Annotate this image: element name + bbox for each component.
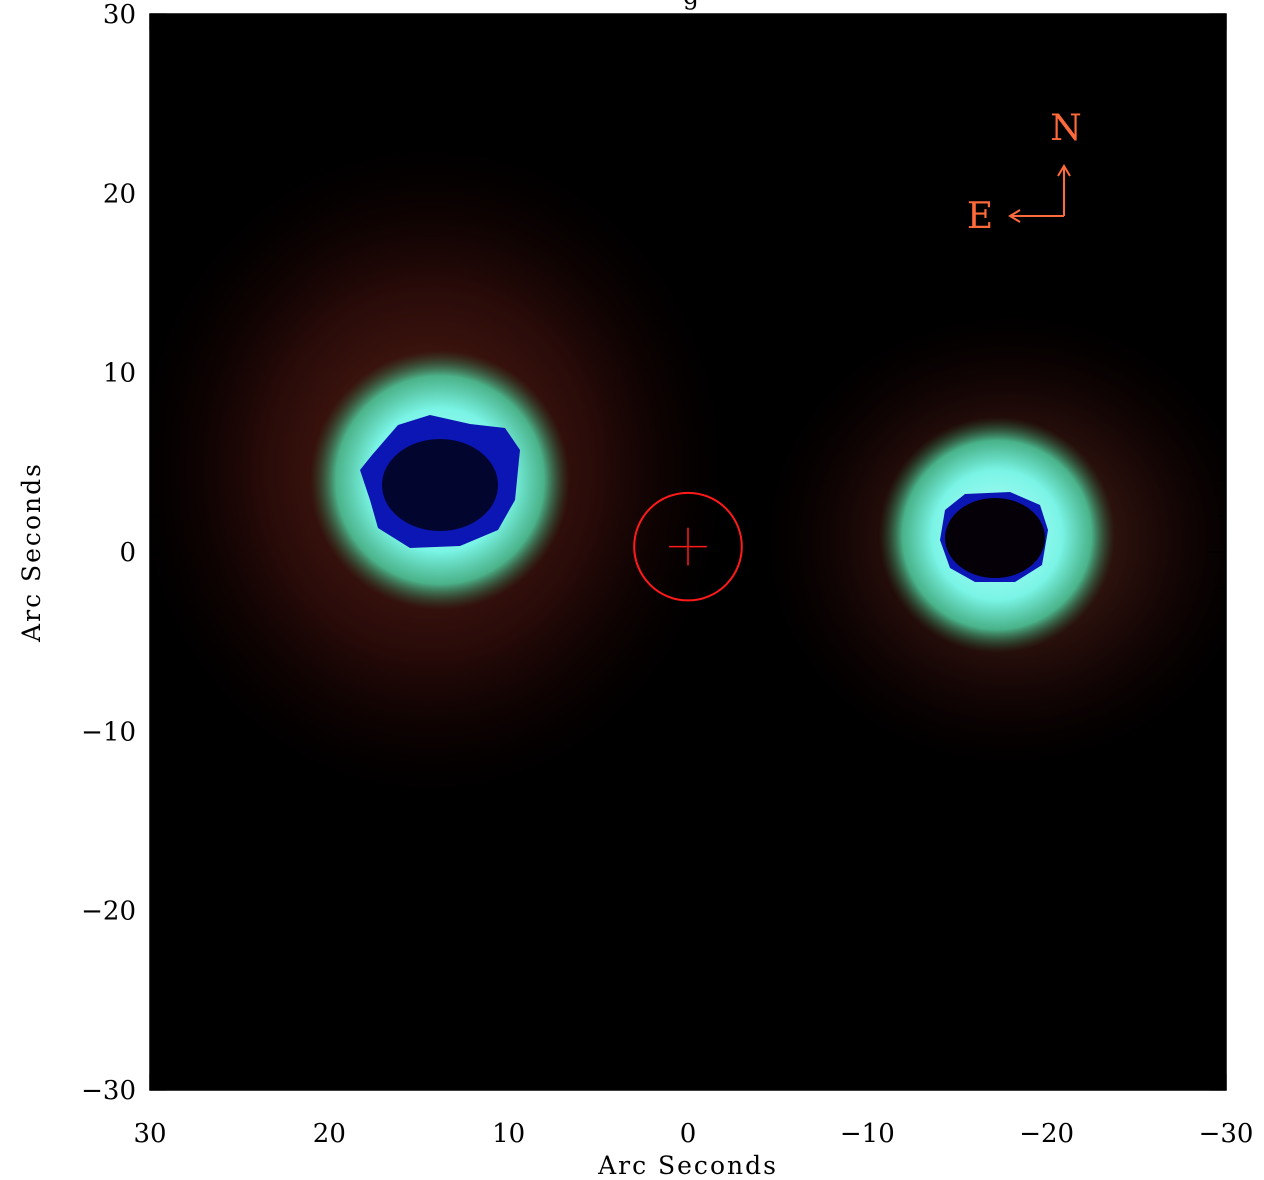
y-tick-label: 0 [119, 538, 136, 568]
y-axis-ticks-left [150, 13, 166, 1091]
x-tick-label: 10 [492, 1119, 525, 1149]
west-source-core-dark [945, 498, 1045, 578]
x-tick-label: 20 [313, 1119, 346, 1149]
y-tick-label: 10 [103, 359, 136, 389]
target-marker [633, 491, 743, 602]
compass-rose: N E [967, 108, 1082, 237]
y-tick-label: −30 [81, 1076, 136, 1106]
x-tick-label: 0 [680, 1119, 697, 1149]
x-axis-ticks-bottom [149, 1074, 1227, 1090]
y-tick-label: −10 [81, 717, 136, 747]
title-fragment: g [683, 0, 701, 10]
compass-north-label: N [1050, 108, 1082, 149]
image-area [150, 14, 1226, 1090]
east-arrow [1008, 209, 1064, 223]
x-tick-label: −20 [1019, 1119, 1074, 1149]
y-axis-tick-labels: 30 20 10 0 −10 −20 −30 [81, 0, 136, 1106]
y-axis-title: Arc Seconds [17, 462, 46, 643]
x-tick-label: −30 [1199, 1119, 1254, 1149]
y-tick-label: 30 [103, 0, 136, 30]
x-tick-label: 30 [133, 1119, 166, 1149]
x-tick-label: −10 [840, 1119, 895, 1149]
y-tick-label: −20 [81, 897, 136, 927]
north-arrow [1057, 164, 1071, 216]
x-axis-title: Arc Seconds [597, 1151, 778, 1180]
y-tick-label: 20 [103, 179, 136, 209]
east-source-core-dark [382, 439, 498, 531]
compass-east-label: E [967, 196, 993, 237]
y-axis-ticks-right [1210, 13, 1226, 1091]
x-axis-tick-labels: 30 20 10 0 −10 −20 −30 [133, 1119, 1253, 1149]
marker-circle [633, 491, 743, 602]
x-axis-ticks-top [149, 14, 1227, 30]
